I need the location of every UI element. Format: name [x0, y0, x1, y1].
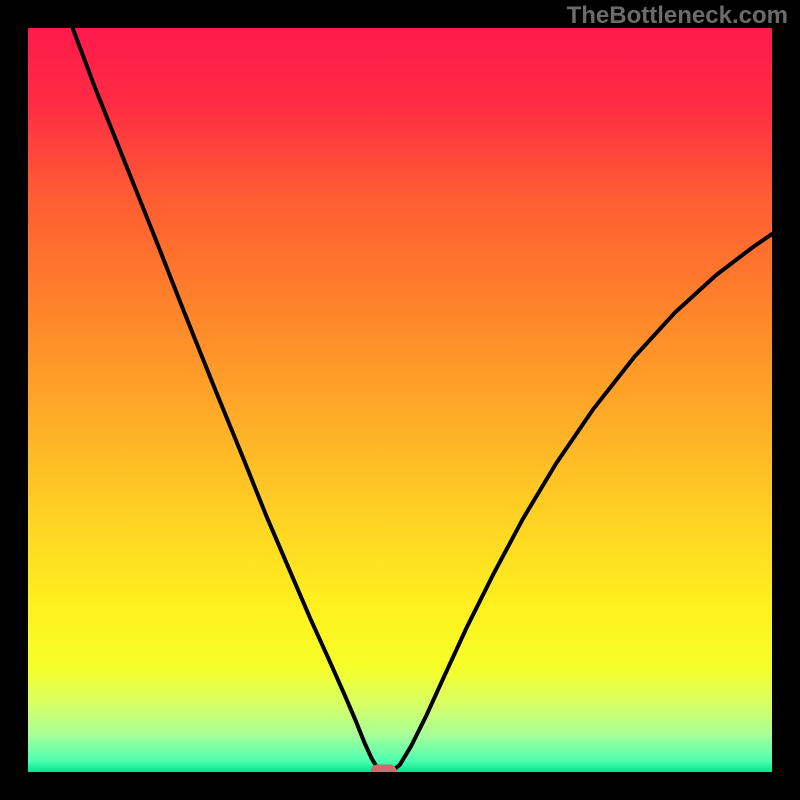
border-left: [0, 0, 28, 800]
plot-area: [28, 28, 772, 772]
bottleneck-curve: [28, 28, 772, 772]
watermark-text: TheBottleneck.com: [567, 2, 788, 30]
border-right: [772, 0, 800, 800]
border-bottom: [0, 772, 800, 800]
chart-frame: TheBottleneck.com: [0, 0, 800, 800]
curve-path: [73, 28, 772, 772]
optimum-marker: [371, 765, 397, 773]
